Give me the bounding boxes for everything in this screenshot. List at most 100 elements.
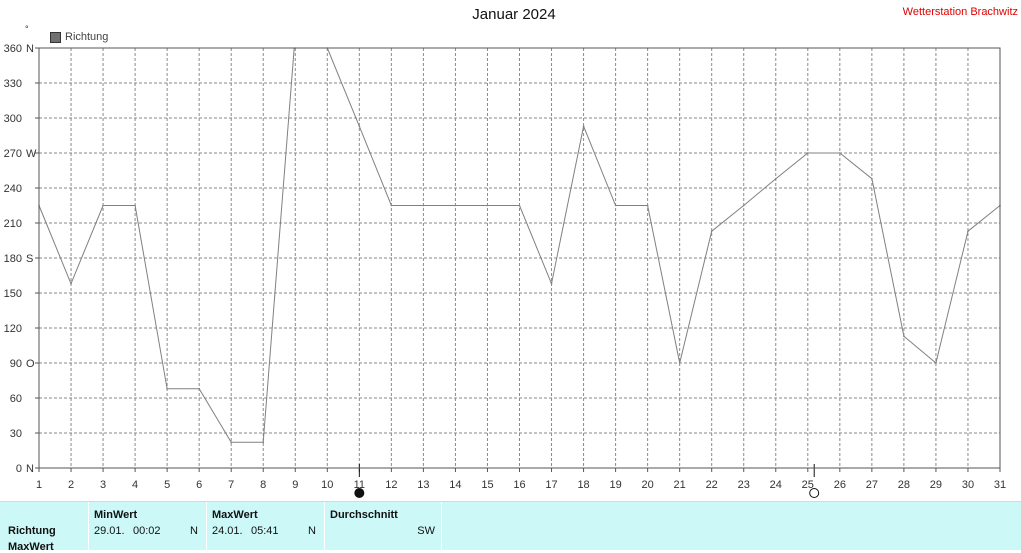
- data-point: [166, 387, 168, 390]
- x-tick-label: 8: [260, 479, 266, 491]
- plot-frame: [38, 47, 1001, 469]
- minwert-dir: N: [190, 525, 198, 537]
- durchschnitt-dir: SW: [417, 525, 435, 537]
- x-tick-label: 21: [674, 479, 686, 491]
- row-label-richtung: Richtung: [8, 525, 56, 537]
- x-tick-label: 18: [577, 479, 589, 491]
- y-tick-label: 60: [10, 393, 22, 405]
- x-tick-label: 14: [449, 479, 461, 491]
- x-tick-label: 22: [706, 479, 718, 491]
- x-tick-label: 26: [834, 479, 846, 491]
- y-compass-label: O: [26, 358, 35, 370]
- column-separator: [324, 502, 325, 550]
- y-tick-label: 210: [4, 218, 22, 230]
- y-tick-label: 90: [10, 358, 22, 370]
- data-point: [774, 177, 777, 180]
- row-label-maxwert: MaxWert: [8, 541, 54, 553]
- legend: Richtung: [50, 31, 108, 43]
- x-tick-label: 1: [36, 479, 42, 491]
- data-point: [358, 125, 361, 127]
- x-tick-label: 15: [481, 479, 493, 491]
- durchschnitt-header: Durchschnitt: [330, 509, 398, 521]
- x-tick-label: 29: [930, 479, 942, 491]
- degree-unit: °: [25, 24, 29, 34]
- x-tick-label: 13: [417, 479, 429, 491]
- y-tick-label: 120: [4, 323, 22, 335]
- data-point: [903, 335, 905, 337]
- chart-title: Januar 2024: [472, 6, 556, 23]
- data-point: [646, 204, 649, 207]
- x-tick-label: 24: [770, 479, 782, 491]
- x-tick-label: 19: [609, 479, 621, 491]
- data-point: [710, 230, 713, 232]
- y-tick-label: 330: [4, 78, 22, 90]
- minwert-column: MinWert 29.01. 00:02 N: [88, 502, 206, 550]
- minwert-time: 00:02: [133, 525, 161, 537]
- column-separator: [88, 502, 89, 550]
- x-tick-label: 5: [164, 479, 170, 491]
- data-point: [198, 387, 200, 390]
- statistics-footer: Richtung MaxWert MinWert 29.01. 00:02 N …: [0, 501, 1021, 553]
- x-tick-label: 27: [866, 479, 878, 491]
- data-point: [518, 204, 521, 207]
- data-point: [390, 204, 393, 207]
- x-tick-label: 9: [292, 479, 298, 491]
- y-tick-label: 270: [4, 148, 22, 160]
- x-tick-label: 25: [802, 479, 814, 491]
- x-tick-label: 31: [994, 479, 1006, 491]
- minwert-header: MinWert: [94, 509, 138, 521]
- x-axis: 1 2 3 4 5 6 7 8 9 10 11 12 13 14 15 16 17 18 19 20 21 22 23 24 2…: [36, 468, 1006, 491]
- data-point: [678, 362, 681, 364]
- x-tick-label: 6: [196, 479, 202, 491]
- data-point: [935, 362, 937, 364]
- legend-swatch: [50, 31, 61, 43]
- y-tick-label: 30: [10, 428, 22, 440]
- column-separator: [441, 502, 442, 550]
- data-point: [230, 441, 232, 444]
- y-tick-label: 240: [4, 183, 22, 195]
- data-point: [134, 204, 136, 207]
- data-point: [102, 204, 104, 207]
- x-tick-label: 28: [898, 479, 910, 491]
- grid: [39, 48, 1000, 468]
- x-tick-label: 23: [738, 479, 750, 491]
- x-tick-label: 2: [68, 479, 74, 491]
- data-point: [839, 152, 841, 154]
- y-axis: 0 30 60 90 120 150 180 210 240 270 300 330 360 N O S W N: [4, 43, 39, 475]
- data-point: [486, 204, 489, 207]
- x-tick-label: 10: [321, 479, 333, 491]
- y-compass-label: N: [26, 463, 34, 475]
- wind-direction-chart: 0306090120150180210240270300330360NOSWN …: [4, 43, 1006, 498]
- data-point: [742, 204, 745, 207]
- x-tick-label: 11: [354, 479, 365, 491]
- maxwert-dir: N: [308, 525, 316, 537]
- durchschnitt-column: Durchschnitt SW: [324, 502, 441, 550]
- new-moon-icon: [354, 488, 365, 498]
- x-tick-label: 30: [962, 479, 974, 491]
- maxwert-column: MaxWert 24.01. 05:41 N: [206, 502, 324, 550]
- full-moon-icon: [809, 488, 820, 498]
- x-tick-label: 3: [100, 479, 106, 491]
- moon-phase-markers: [354, 464, 820, 498]
- y-compass-label: S: [26, 253, 33, 265]
- data-point: [262, 441, 265, 444]
- x-tick-label: 4: [132, 479, 138, 491]
- data-point: [454, 204, 457, 207]
- x-tick-label: 17: [545, 479, 557, 491]
- data-point: [614, 204, 617, 207]
- column-separator: [206, 502, 207, 550]
- data-point: [967, 230, 969, 232]
- y-tick-label: 0: [16, 463, 22, 475]
- x-tick-label: 20: [642, 479, 654, 491]
- x-tick-label: 12: [385, 479, 397, 491]
- minwert-date: 29.01.: [94, 525, 125, 537]
- x-tick-label: 16: [513, 479, 525, 491]
- x-tick-label: 7: [228, 479, 234, 491]
- data-point: [807, 152, 809, 154]
- data-point: [70, 282, 72, 285]
- legend-label: Richtung: [65, 31, 109, 43]
- data-point: [871, 177, 873, 180]
- station-name: Wetterstation Brachwitz: [902, 6, 1018, 18]
- data-point: [422, 204, 425, 207]
- y-tick-label: 360: [4, 43, 22, 55]
